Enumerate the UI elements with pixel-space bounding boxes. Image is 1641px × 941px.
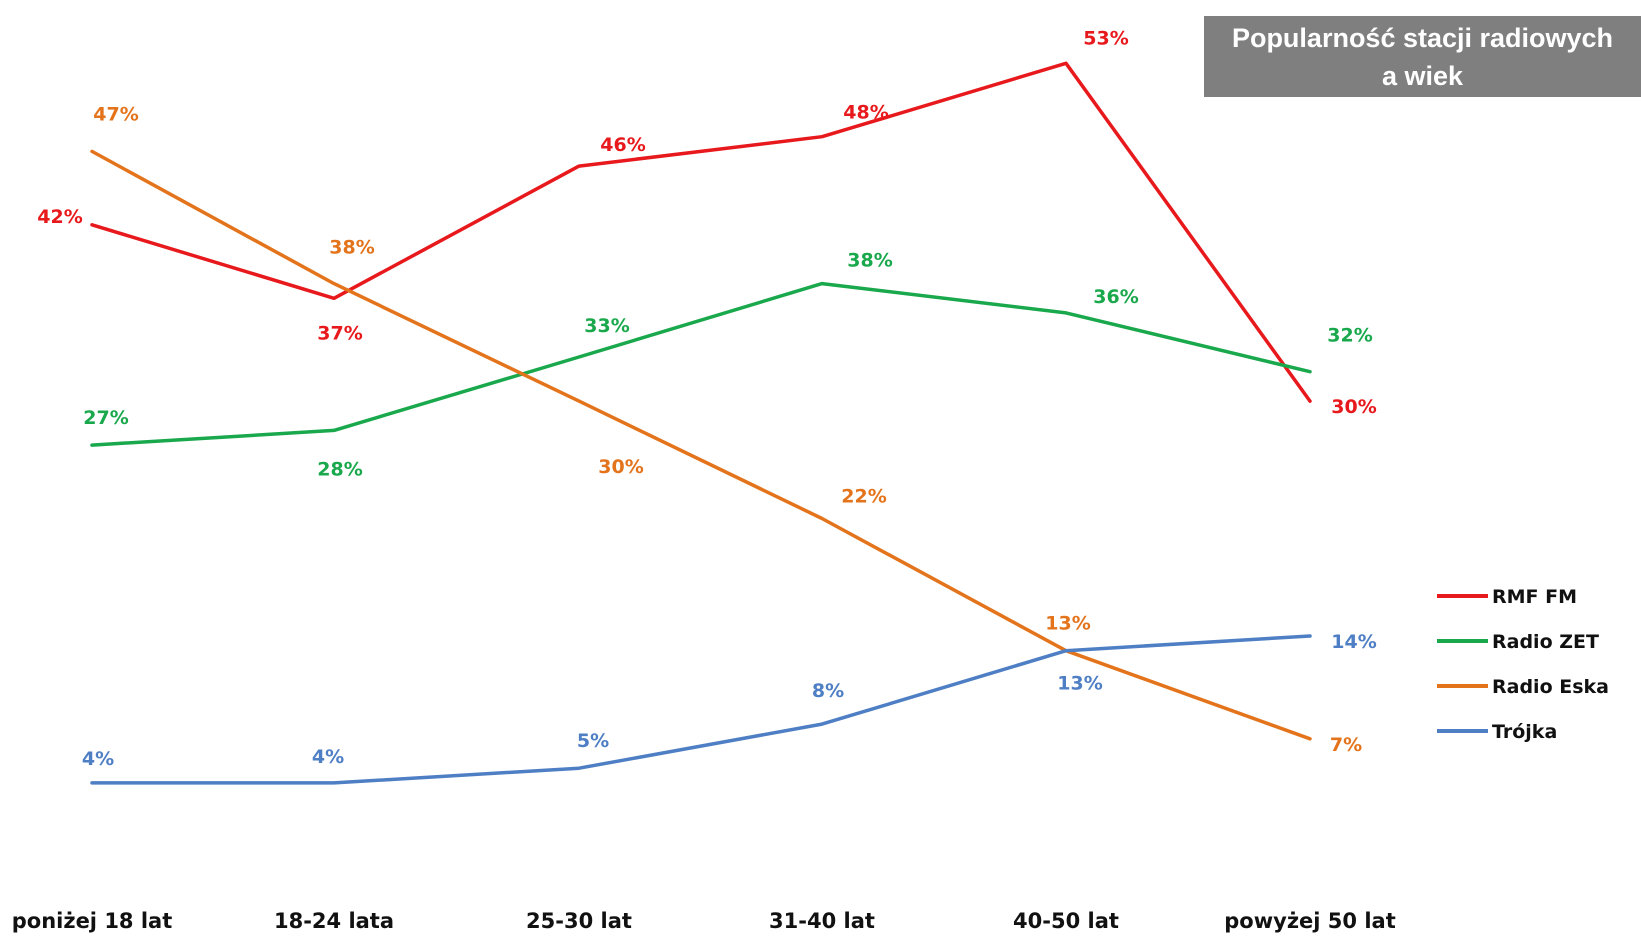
data-label-radio-zet-1: 28% (317, 458, 362, 480)
legend-label-3: Trójka (1492, 721, 1557, 743)
series-line-radio-zet (90, 281, 1312, 447)
x-tick-label-2: 25-30 lat (526, 909, 632, 933)
data-label-trojka-2: 5% (577, 730, 609, 752)
data-label-radio-eska-1: 38% (329, 237, 374, 259)
chart-title-line-2: a wiek (1381, 60, 1464, 91)
data-label-rmf-fm-3: 48% (843, 102, 888, 124)
data-label-rmf-fm-5: 30% (1331, 396, 1376, 418)
series-lines (90, 61, 1312, 785)
legend-label-2: Radio Eska (1492, 676, 1609, 698)
data-label-radio-eska-3: 22% (841, 486, 886, 508)
data-label-radio-eska-4: 13% (1045, 613, 1090, 635)
legend-label-0: RMF FM (1492, 586, 1577, 608)
data-label-radio-eska-2: 30% (598, 456, 643, 478)
data-label-rmf-fm-2: 46% (600, 134, 645, 156)
data-label-radio-zet-2: 33% (584, 315, 629, 337)
chart-title-line-1: Popularność stacji radiowych (1231, 22, 1614, 53)
x-tick-label-1: 18-24 lata (274, 909, 394, 933)
data-label-trojka-0: 4% (82, 748, 114, 770)
data-label-rmf-fm-1: 37% (317, 322, 362, 344)
data-label-radio-zet-5: 32% (1327, 325, 1372, 347)
data-label-radio-zet-0: 27% (83, 407, 128, 429)
legend: RMF FM Radio ZET Radio Eska Trójka (1437, 586, 1609, 743)
x-tick-label-4: 40-50 lat (1013, 909, 1119, 933)
series-line-rmf-fm (90, 61, 1312, 403)
data-label-radio-eska-0: 47% (93, 103, 138, 125)
x-tick-label-5: powyżej 50 lat (1224, 909, 1395, 933)
data-label-trojka-4: 13% (1057, 673, 1102, 695)
data-label-radio-zet-3: 38% (847, 250, 892, 272)
x-tick-label-0: poniżej 18 lat (12, 909, 173, 933)
data-labels: 42% 37% 46% 48% 53% 30% 27% 28% 33% 38% 36% 32% 47% 3… (37, 27, 1376, 770)
data-label-rmf-fm-0: 42% (37, 206, 82, 228)
data-label-radio-zet-4: 36% (1093, 286, 1138, 308)
data-label-trojka-3: 8% (812, 680, 844, 702)
series-line-radio-eska (90, 149, 1312, 741)
x-axis-labels: poniżej 18 lat 18-24 lata 25-30 lat 31-40 l… (12, 909, 1396, 933)
series-line-trojka (90, 634, 1312, 785)
chart-title: Popularność stacji radiowych a wiek (1204, 16, 1641, 97)
legend-label-1: Radio ZET (1492, 631, 1599, 653)
data-label-trojka-1: 4% (312, 746, 344, 768)
data-label-rmf-fm-4: 53% (1083, 27, 1128, 49)
x-tick-label-3: 31-40 lat (769, 909, 875, 933)
data-label-radio-eska-5: 7% (1330, 734, 1362, 756)
data-label-trojka-5: 14% (1331, 631, 1376, 653)
